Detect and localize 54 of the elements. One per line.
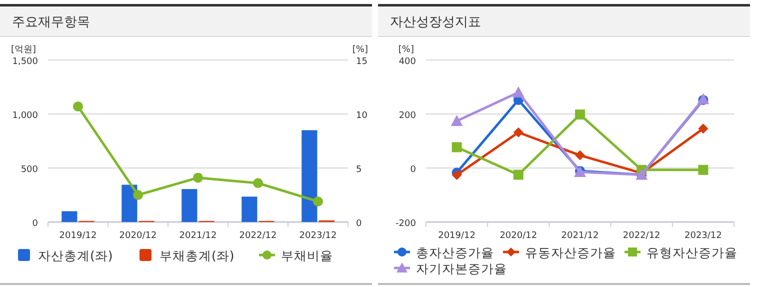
point [513,170,524,180]
point [73,101,83,112]
chart-title: 주요재무항목 [12,15,90,30]
x-tick-label: 2022/12 [239,231,277,241]
point [452,170,462,180]
point [452,142,462,152]
bar [62,211,78,222]
y2-tick-label: 0 [356,219,362,229]
y2-axis-title: [%] [352,45,368,55]
point [513,127,524,138]
legend-label: 유동자산증가율 [525,245,616,260]
legend-label: 자산총계(좌) [38,248,113,263]
y-tick-label: 1,500 [12,57,38,67]
point [698,164,708,175]
point [133,190,143,200]
legend-label: 자기자본증가율 [416,261,507,276]
chart-title: 자산성장성지표 [390,15,481,30]
x-tick-label: 2019/12 [59,231,97,241]
legend-label: 총자산증가율 [416,245,494,260]
x-tick-label: 2021/12 [561,231,599,241]
y-tick-label: 1,000 [12,111,38,121]
x-tick-label: 2023/12 [684,231,722,241]
point [253,178,263,188]
y-tick-label: -200 [396,219,416,229]
y-axis-title: [%] [398,45,414,55]
bar [182,189,198,222]
point [698,124,708,134]
y-tick-label: 200 [398,111,416,121]
x-tick-label: 2023/12 [299,231,337,241]
bar [302,130,318,222]
legend-label: 부채총계(좌) [160,248,234,263]
y-tick-label: 500 [20,165,38,175]
legend-label: 유형자산증가율 [646,245,738,260]
x-tick-label: 2020/12 [500,231,538,241]
x-tick-label: 2020/12 [119,231,157,241]
x-tick-label: 2022/12 [622,231,660,241]
point [450,115,463,126]
y-tick-label: 400 [398,57,416,67]
y-tick-label: 0 [410,165,416,175]
point [512,86,524,98]
y2-tick-label: 10 [356,111,368,121]
point [193,172,203,183]
point [313,196,323,206]
x-tick-label: 2021/12 [179,231,217,241]
bar [122,184,138,222]
y2-tick-label: 15 [356,57,368,67]
point [575,150,585,160]
x-tick-label: 2019/12 [438,231,476,241]
y-tick-label: 0 [32,219,38,229]
y-axis-title: [억원] [10,45,36,55]
bar [242,196,258,222]
point [575,110,585,120]
y2-tick-label: 5 [356,165,362,175]
legend-label: 부채비율 [281,248,333,263]
